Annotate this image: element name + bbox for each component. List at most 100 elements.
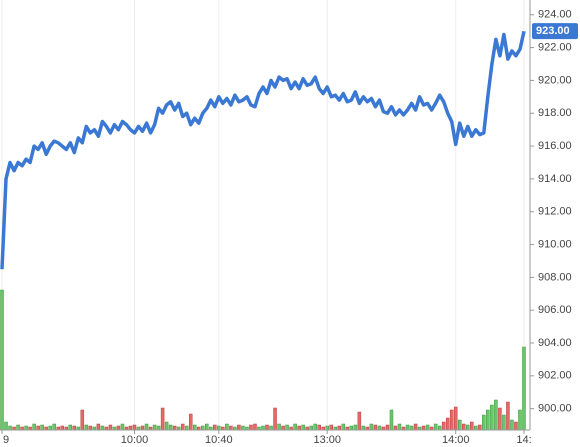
x-tick-label: 10:00 [121,434,149,446]
volume-bar [445,417,450,431]
volume-bar [140,425,145,431]
volume-bar [457,419,462,431]
volume-bar [285,424,289,431]
volume-bar [265,424,269,431]
volume-bar [180,423,185,431]
volume-bar [116,425,121,431]
volume-bar [128,425,133,431]
y-tick-label: 918.00 [538,107,572,119]
volume-bar [229,425,233,431]
volume-bar [357,411,362,431]
volume-bar [409,425,414,431]
last-price-box [532,23,578,40]
volume-bar [514,421,518,431]
volume-bar [192,424,197,431]
volume-bar [385,424,390,431]
volume-bar [522,346,526,431]
volume-bar [164,421,169,431]
volume-bar [470,421,474,431]
volume-bar [261,425,265,431]
volume-bar [241,425,245,431]
volume-bar [474,425,478,431]
volume-bar [160,407,165,431]
volume-bar [494,399,498,431]
x-tick-label: 14:00 [442,434,470,446]
volume-bar [437,425,442,431]
volume-bar [341,423,346,431]
volume-bar [60,425,64,431]
volume-bar [100,425,105,431]
volume-bar [486,409,490,431]
volume-bar [184,425,189,431]
volume-bar [510,419,514,431]
x-tick-label: 14: [516,434,531,446]
volume-bar [490,404,494,431]
volume-bar [144,423,149,431]
volume-bar [421,425,426,431]
volume-bar [277,423,281,431]
volume-bar [237,424,241,431]
x-tick-label: 13:00 [313,434,341,446]
volume-bar [441,421,446,431]
volume-bar [449,409,454,431]
volume-bar [96,423,101,431]
y-tick-label: 910.00 [538,238,572,250]
volume-bar [377,425,382,431]
volume-bar [168,424,173,431]
volume-bar [466,424,470,431]
volume-bar [36,425,40,431]
y-tick-label: 912.00 [538,206,572,218]
y-tick-label: 914.00 [538,173,572,185]
volume-bar [152,424,157,431]
volume-bar [40,424,44,431]
volume-bar [405,424,410,431]
volume-bar [482,414,486,431]
volume-bar [462,423,466,431]
volume-bar [213,424,217,431]
volume-bar [349,425,354,431]
volume-bar [309,425,313,431]
volume-bar [8,425,12,431]
volume-bar [337,425,342,431]
volume-bar [80,409,85,431]
y-tick-label: 916.00 [538,140,572,152]
volume-bar [32,423,36,431]
volume-bar [325,425,329,431]
volume-bar [132,424,137,431]
volume-bar [269,425,273,431]
volume-bar [502,414,506,431]
y-tick-label: 900.00 [538,403,572,415]
volume-bar [84,424,89,431]
volume-bar [249,424,253,431]
volume-bar [453,406,458,431]
volume-bar [373,424,378,431]
x-tick-label: 10:40 [205,434,233,446]
volume-bar [68,424,73,431]
volume-bar [273,407,277,431]
volume-bar [297,425,301,431]
y-tick-label: 924.00 [538,9,572,21]
y-tick-label: 906.00 [538,304,572,316]
y-tick-label: 908.00 [538,271,572,283]
volume-bar [0,289,4,431]
volume-bar [353,424,358,431]
volume-bar [24,425,28,431]
y-tick-label: 922.00 [538,42,572,54]
volume-bar [281,425,285,431]
volume-bar [225,423,229,431]
y-tick-label: 902.00 [538,370,572,382]
volume-bar [498,407,502,431]
volume-bar [413,423,418,431]
volume-bar [397,423,402,431]
volume-bar [172,425,177,431]
volume-bar [393,425,398,431]
volume-bar [120,423,125,431]
y-tick-label: 920.00 [538,74,572,86]
volume-bar [433,423,438,431]
volume-bar [478,424,482,431]
volume-bar [201,425,205,431]
volume-bar [188,413,193,431]
volume-bar [425,424,430,431]
price-line [0,30,526,270]
